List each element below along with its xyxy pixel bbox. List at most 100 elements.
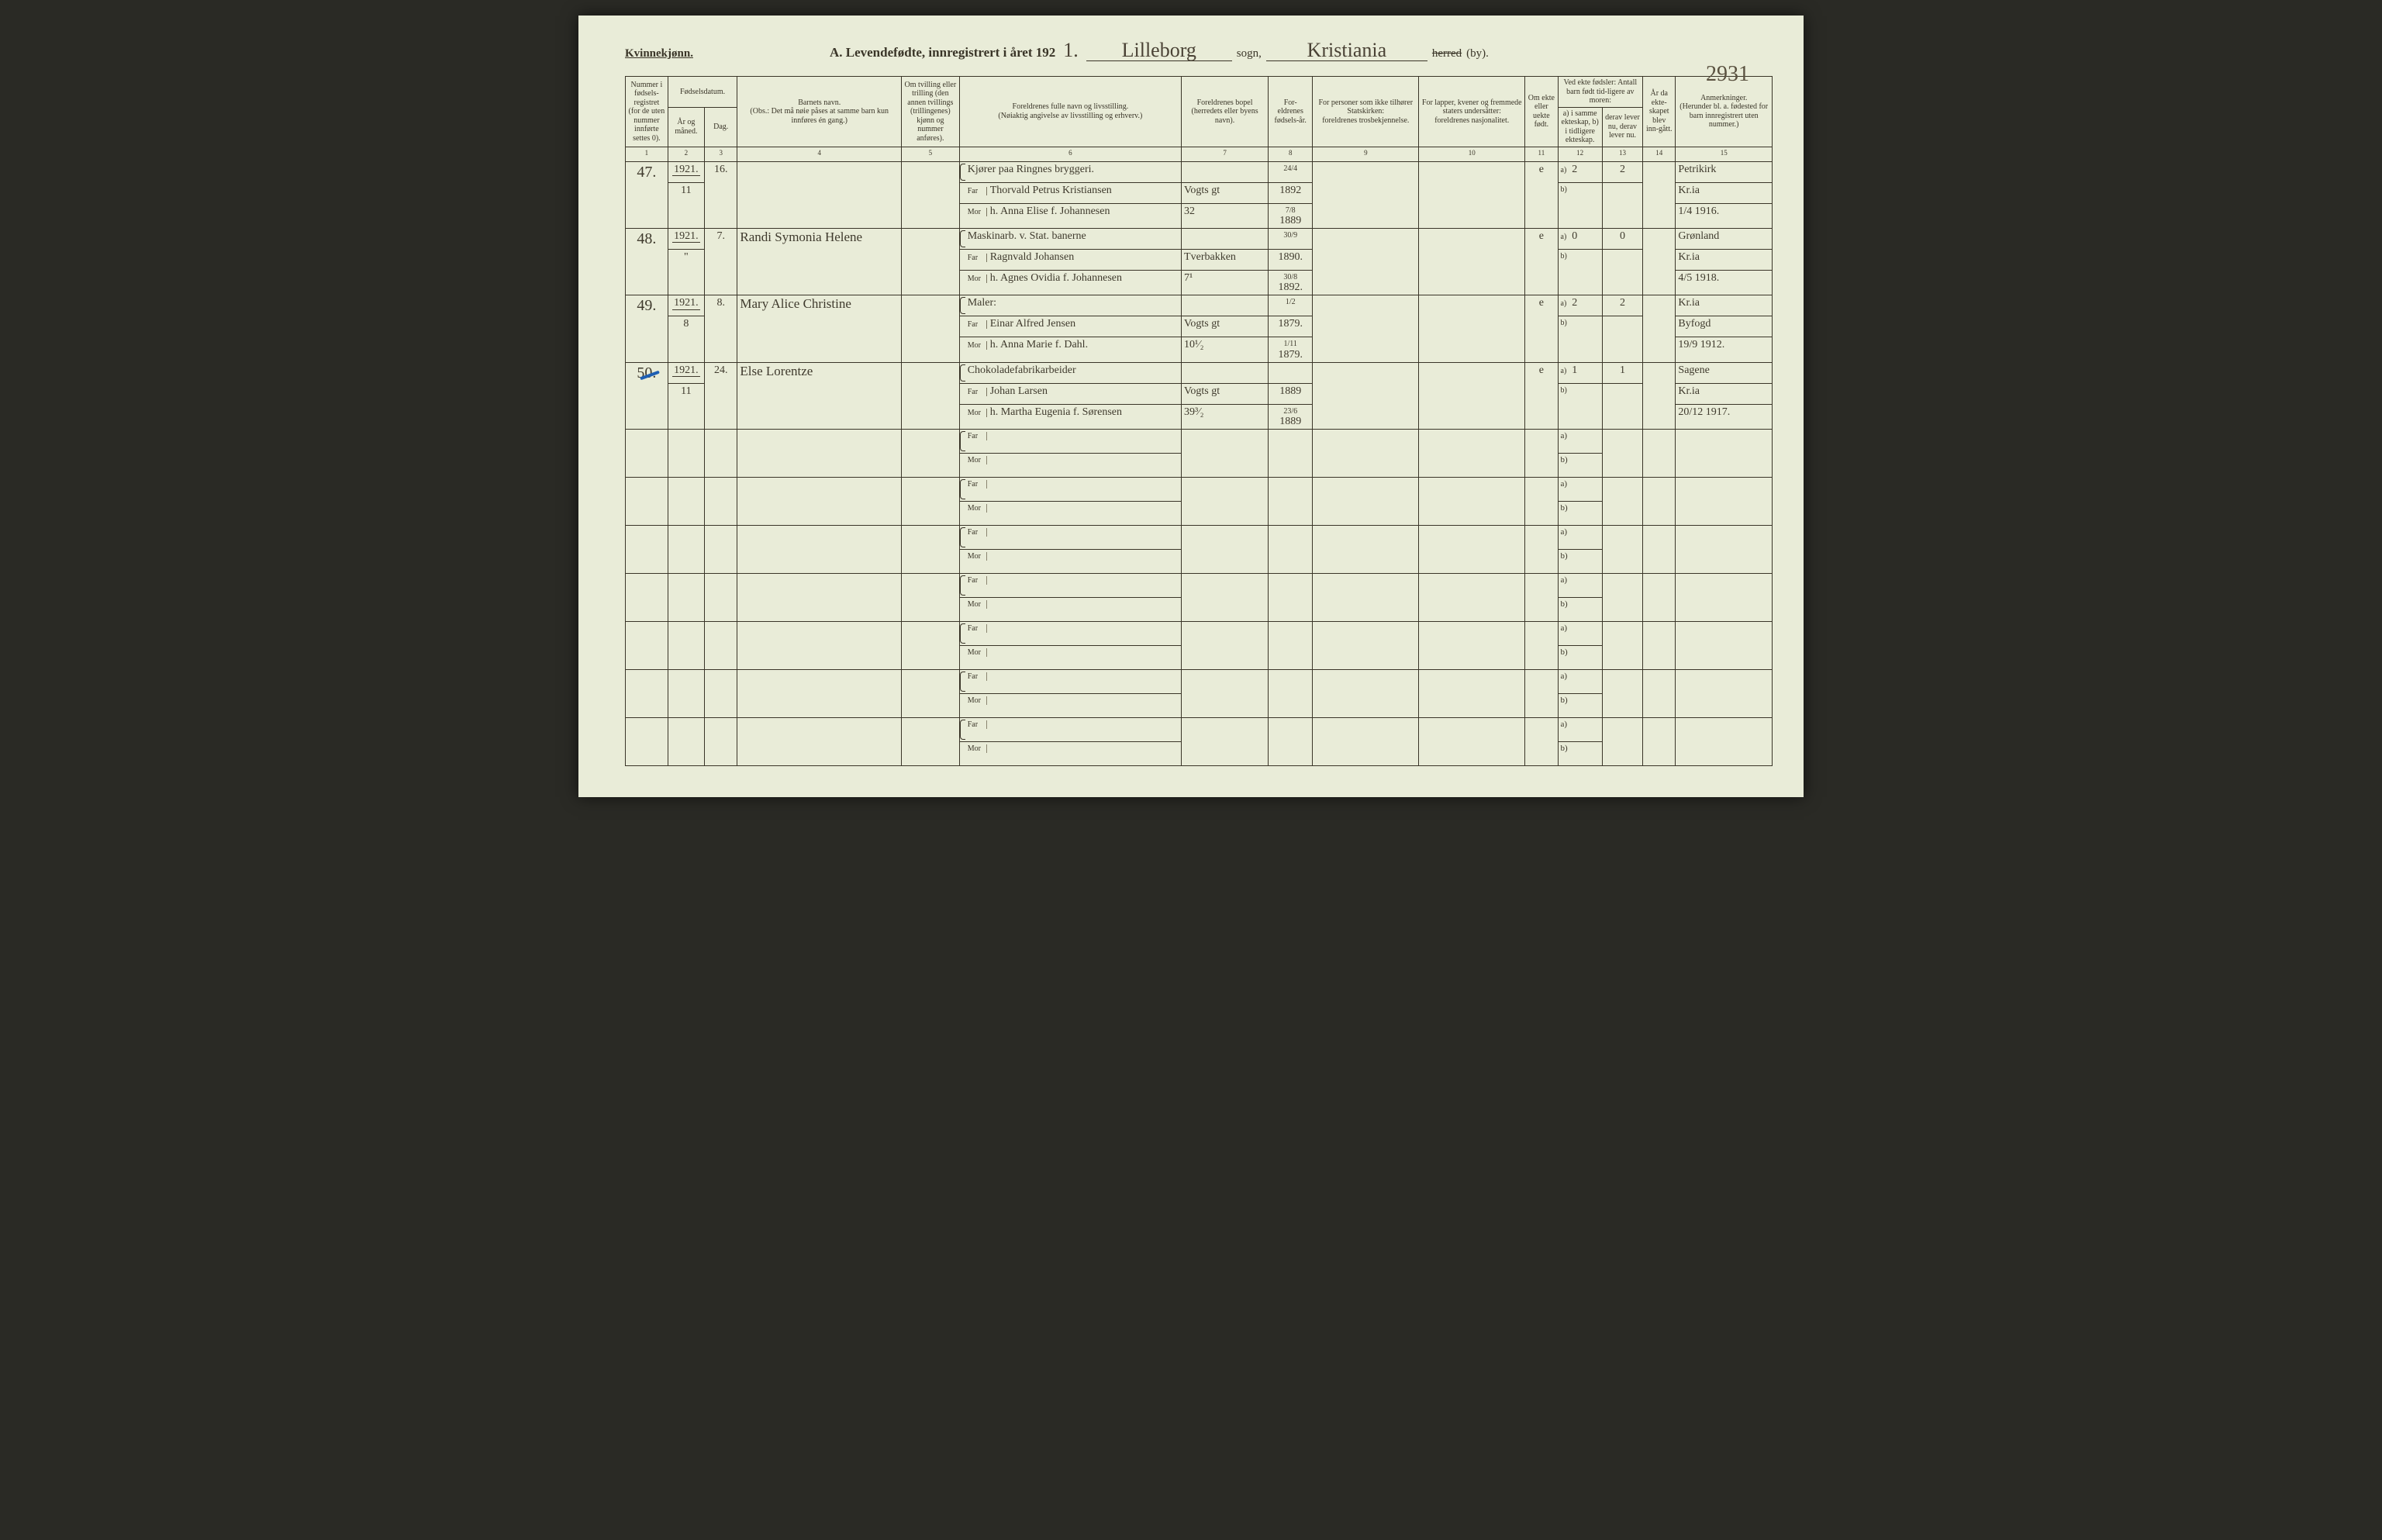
year-far-top xyxy=(1269,362,1313,383)
c12b-empty: b) xyxy=(1558,646,1602,670)
register-page: 2931 Kvinnekjønn. A. Levendefødte, innre… xyxy=(578,16,1804,797)
entry-number: 48. xyxy=(626,228,668,295)
entry-number: 47. xyxy=(626,161,668,228)
col-7-title: Foreldrenes bopel xyxy=(1197,98,1253,107)
mor-empty: Mor xyxy=(959,646,1181,670)
empty-entry: Fara)Morb) xyxy=(626,430,1773,478)
ekte-cell: e xyxy=(1525,295,1558,362)
col-4-header: Barnets navn. (Obs.: Det må nøie påses a… xyxy=(737,77,902,147)
c14 xyxy=(1643,362,1676,429)
entry-day: 8. xyxy=(705,295,737,362)
column-number: 9 xyxy=(1313,147,1419,161)
entry-50: 50.1921.24.Else LorentzeChokoladefabrika… xyxy=(626,362,1773,429)
year-mor: 23/61889 xyxy=(1269,404,1313,429)
year-far: 1889 xyxy=(1269,383,1313,404)
addr-mor: 39³⁄₂ xyxy=(1182,404,1269,429)
mor-empty: Mor xyxy=(959,742,1181,766)
col-12-header: a) i samme ekteskap, b) i tidligere ekte… xyxy=(1558,107,1602,147)
column-number: 1 xyxy=(626,147,668,161)
gender-label: Kvinnekjønn. xyxy=(625,47,693,60)
entry-49: 49.1921.8.Mary Alice ChristineMaler:1/2e… xyxy=(626,295,1773,362)
twin-cell xyxy=(902,362,960,429)
column-number: 13 xyxy=(1602,147,1642,161)
col-14-header: År da ekte-skapet blev inn-gått. xyxy=(1643,77,1676,147)
twin-cell xyxy=(902,161,960,228)
col-7-header: Foreldrenes bopel (herredets eller byens… xyxy=(1182,77,1269,147)
addr-blank xyxy=(1182,295,1269,316)
far-empty: Far xyxy=(959,718,1181,742)
empty-entry: Fara)Morb) xyxy=(626,478,1773,526)
parish-field: Lilleborg xyxy=(1086,40,1232,61)
mor-name: Morh. Agnes Ovidia f. Johannesen xyxy=(959,270,1181,295)
far-empty: Far xyxy=(959,526,1181,550)
twin-cell xyxy=(902,295,960,362)
far-empty: Far xyxy=(959,574,1181,598)
col-8-header: For-eldrenes fødsels-år. xyxy=(1269,77,1313,147)
district-field: Kristiania xyxy=(1266,40,1427,61)
remark-2: Kr.ia xyxy=(1676,383,1773,404)
mor-name: Morh. Martha Eugenia f. Sørensen xyxy=(959,404,1181,429)
column-number: 2 xyxy=(668,147,704,161)
nationality-cell xyxy=(1419,295,1525,362)
mor-empty: Mor xyxy=(959,598,1181,622)
religion-cell xyxy=(1313,362,1419,429)
remark-1: Sagene xyxy=(1676,362,1773,383)
c12a-empty: a) xyxy=(1558,574,1602,598)
ekte-cell: e xyxy=(1525,161,1558,228)
register-table: Nummer i fødsels-registret (for de uten … xyxy=(625,76,1773,766)
c13b xyxy=(1602,249,1642,295)
c12b-empty: b) xyxy=(1558,598,1602,622)
c12a: a) 2 xyxy=(1558,161,1602,182)
c13b xyxy=(1602,383,1642,429)
ekte-cell: e xyxy=(1525,362,1558,429)
c12b-empty: b) xyxy=(1558,502,1602,526)
empty-entry: Far a) Mor b) xyxy=(626,574,1773,622)
addr-far: Vogts gt xyxy=(1182,316,1269,337)
col-7-note: (herredets eller byens navn). xyxy=(1192,107,1258,125)
c12b-empty: b) xyxy=(1558,550,1602,574)
column-number: 8 xyxy=(1269,147,1313,161)
c13a: 2 xyxy=(1602,295,1642,316)
entry-year: 1921. xyxy=(668,228,704,249)
entry-year: 1921. xyxy=(668,362,704,383)
column-number: 11 xyxy=(1525,147,1558,161)
col-6-header: Foreldrenes fulle navn og livsstilling. … xyxy=(959,77,1181,147)
c12a-empty: a) xyxy=(1558,718,1602,742)
entry-month: 8 xyxy=(668,316,704,362)
year-far: 1879. xyxy=(1269,316,1313,337)
col-15-title: Anmerkninger. xyxy=(1700,94,1747,102)
addr-far: Tverbakken xyxy=(1182,249,1269,270)
by-label: (by). xyxy=(1466,47,1489,60)
occupation: Maskinarb. v. Stat. banerne xyxy=(959,228,1181,249)
far-name: FarThorvald Petrus Kristiansen xyxy=(959,182,1181,203)
entry-month: " xyxy=(668,249,704,295)
nationality-cell xyxy=(1419,228,1525,295)
far-empty: Far xyxy=(959,622,1181,646)
herred-label: herred xyxy=(1432,47,1462,60)
ekte-cell: e xyxy=(1525,228,1558,295)
col-9-header: For personer som ikke tilhører Statskirk… xyxy=(1313,77,1419,147)
remark-3: 1/4 1916. xyxy=(1676,203,1773,228)
addr-mor: 7¹ xyxy=(1182,270,1269,295)
addr-mor: 32 xyxy=(1182,203,1269,228)
remark-2: Kr.ia xyxy=(1676,182,1773,203)
c13a: 1 xyxy=(1602,362,1642,383)
year-digit: 1. xyxy=(1060,39,1082,62)
col-4-title: Barnets navn. xyxy=(798,98,841,107)
column-numbers-row: 123456789101112131415 xyxy=(626,147,1773,161)
addr-far: Vogts gt xyxy=(1182,383,1269,404)
col-2g-header: Fødselsdatum. xyxy=(668,77,737,108)
col-9-title: For personer som ikke tilhører Statskirk… xyxy=(1318,98,1413,116)
col-2-header: År og måned. xyxy=(668,107,704,147)
remark-2: Kr.ia xyxy=(1676,249,1773,270)
entry-year: 1921. xyxy=(668,161,704,182)
mor-empty: Mor xyxy=(959,550,1181,574)
col-13-header: derav lever nu, derav lever nu. xyxy=(1602,107,1642,147)
year-far-top: 30/9 xyxy=(1269,228,1313,249)
entry-day: 16. xyxy=(705,161,737,228)
c13a: 0 xyxy=(1602,228,1642,249)
c14 xyxy=(1643,228,1676,295)
religion-cell xyxy=(1313,161,1419,228)
c12b: b) xyxy=(1558,316,1602,362)
entry-day: 7. xyxy=(705,228,737,295)
